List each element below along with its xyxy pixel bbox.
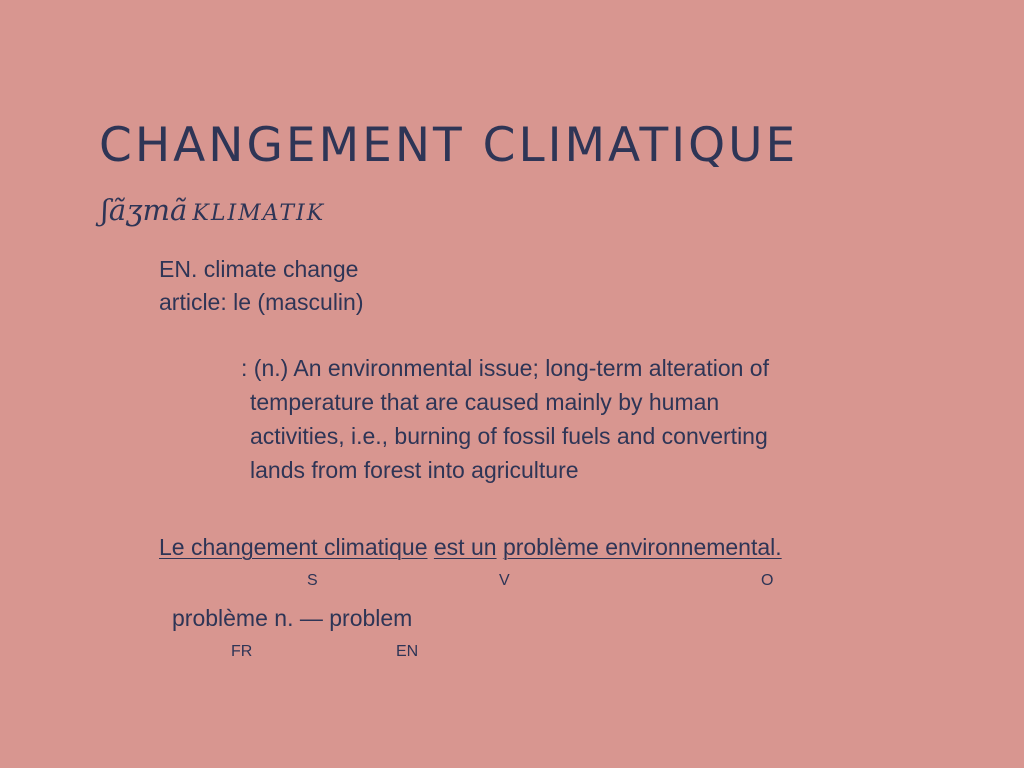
article-gender: article: le (masculin) [159,289,364,315]
definition-line: : (n.) An environmental issue; long-term… [241,355,769,381]
pronunciation: ʃãʒmã KLIMATIK [101,190,325,235]
page-title: CHANGEMENT CLIMATIQUE [99,118,799,173]
definition: : (n.) An environmental issue; long-term… [241,351,881,487]
sentence-subject: Le changement climatique [159,534,428,560]
definition-line: lands from forest into agriculture [250,457,579,483]
sentence-verb: est un [433,534,497,560]
english-label: EN [396,643,419,660]
pronunciation-rest: KLIMATIK [192,201,326,226]
object-label: O [761,572,774,589]
verb-label: V [499,572,510,589]
definition-line: temperature that are caused mainly by hu… [250,389,720,415]
vocabulary-gloss: problème n. — problem [172,605,413,631]
french-label: FR [231,643,253,660]
sentence-object: problème environnemental. [502,534,782,560]
example-sentence: Le changement climatique est un problème… [159,531,782,563]
english-translation: EN. climate change [159,256,359,282]
subject-label: S [307,572,318,589]
definition-line: activities, i.e., burning of fossil fuel… [250,423,768,449]
word-info: EN. climate change article: le (masculin… [159,253,364,319]
pronunciation-main: ʃãʒmã [101,193,188,227]
